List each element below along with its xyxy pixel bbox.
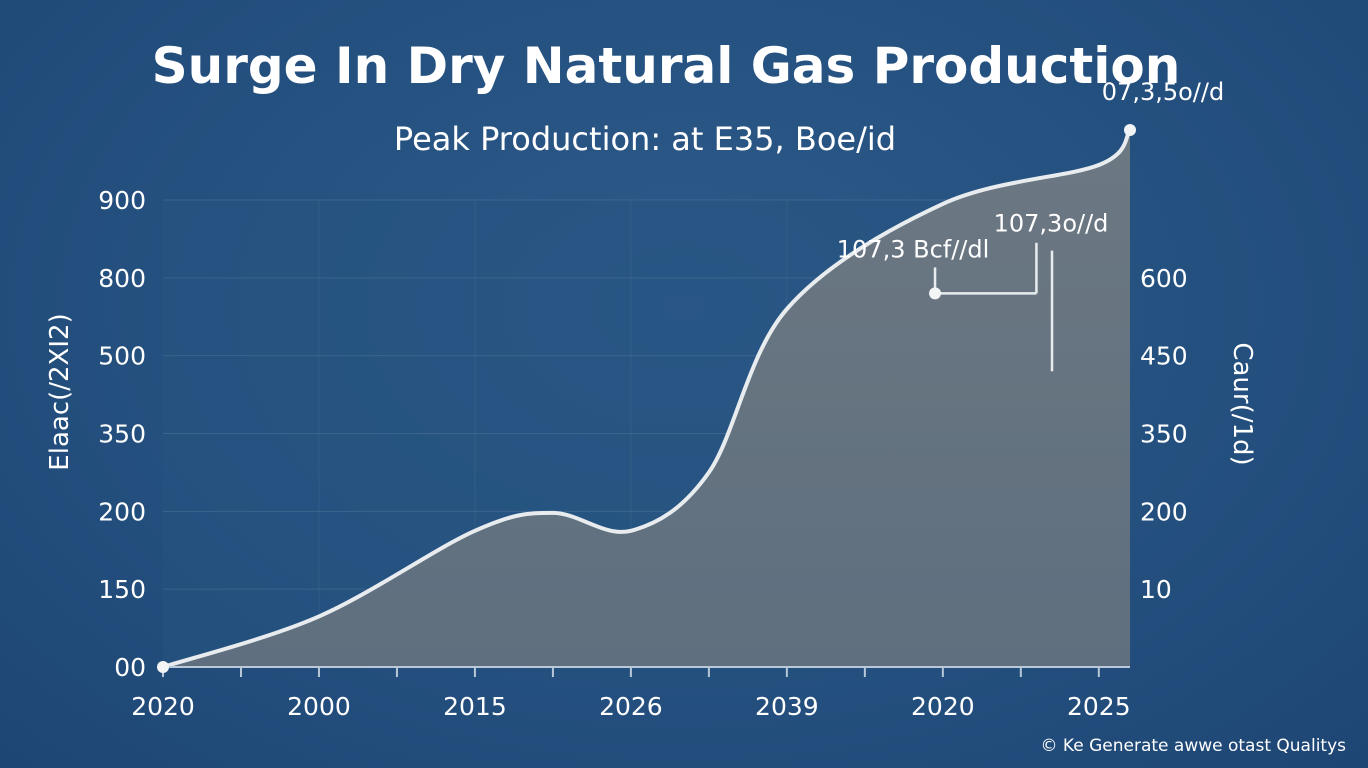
y-right-tick-label: 10 — [1140, 575, 1172, 604]
right-axis-ticks: 10 200 350 450 600 — [1140, 264, 1188, 604]
y-right-tick-label: 450 — [1140, 342, 1188, 371]
data-point-annotated — [929, 287, 942, 300]
x-tick-label: 2039 — [755, 692, 819, 721]
annotation-label: 107,3 Bcf//dl — [837, 235, 990, 263]
x-tick-label: 2020 — [911, 692, 975, 721]
y-left-tick-label: 500 — [98, 342, 146, 371]
left-axis-ticks: 00 150 200 350 500 800 900 — [98, 186, 146, 682]
x-tick-label: 2026 — [599, 692, 663, 721]
chart-title: Surge In Dry Natural Gas Production — [152, 37, 1181, 95]
x-tick-label: 2020 — [131, 692, 195, 721]
y-left-tick-label: 00 — [114, 653, 146, 682]
x-tick-label: 2000 — [287, 692, 351, 721]
watermark: © Ke Generate awwe otast Qualitys — [1041, 736, 1347, 756]
y-left-tick-label: 200 — [98, 497, 146, 526]
chart-subtitle: Peak Production: at E35, Boe/id — [394, 120, 896, 158]
annotation-label: 107,3o//d — [994, 209, 1109, 237]
series-area — [163, 130, 1130, 667]
data-point-peak — [1124, 123, 1136, 136]
y-left-tick-label: 900 — [98, 186, 146, 215]
y-right-tick-label: 200 — [1140, 497, 1188, 526]
y-right-tick-label: 350 — [1140, 420, 1188, 449]
y-axis-left-title: Elaac(/2XI2) — [45, 313, 75, 470]
plot-area: 2020 2000 2015 2026 2039 2020 2025 00 150 200 350… — [98, 78, 1224, 721]
x-axis-ticks: 2020 2000 2015 2026 2039 2020 2025 — [131, 667, 1131, 721]
data-point-start — [157, 661, 169, 673]
x-tick-label: 2015 — [443, 692, 507, 721]
y-axis-right-title: Caur(/1d) — [1227, 342, 1257, 465]
y-left-tick-label: 150 — [98, 575, 146, 604]
y-right-tick-label: 600 — [1140, 264, 1188, 293]
y-left-tick-label: 800 — [98, 264, 146, 293]
y-left-tick-label: 350 — [98, 420, 146, 449]
x-tick-label: 2025 — [1067, 692, 1131, 721]
data-points — [157, 123, 1136, 673]
annotation-label: 07,3,5o//d — [1102, 78, 1224, 106]
series-line — [162, 128, 1132, 669]
